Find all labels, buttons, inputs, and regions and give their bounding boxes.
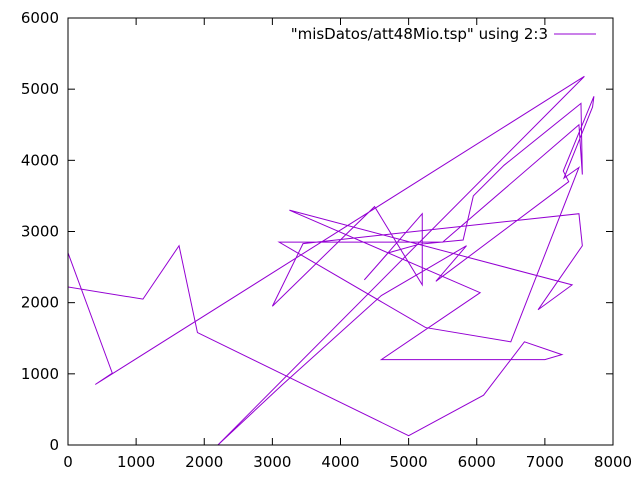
legend-label: "misDatos/att48Mio.tsp" using 2:3	[291, 25, 548, 43]
y-tick-label: 2000	[21, 294, 59, 312]
y-tick-label: 3000	[21, 223, 59, 241]
x-tick-label: 3000	[253, 453, 291, 471]
legend: "misDatos/att48Mio.tsp" using 2:3	[291, 25, 596, 43]
data-layer	[67, 75, 595, 446]
y-tick-label: 1000	[21, 365, 59, 383]
series-line	[67, 75, 595, 446]
plot-border	[67, 17, 614, 446]
x-tick-label: 6000	[458, 453, 496, 471]
tick-labels: 0 1000 2000 3000 4000 5000 6000 7000 8000 0 1000 20…	[21, 9, 632, 471]
y-tick-label: 6000	[21, 9, 59, 27]
axes-layer	[67, 17, 614, 446]
x-tick-label: 8000	[594, 453, 632, 471]
x-tick-label: 5000	[390, 453, 428, 471]
x-tick-label: 4000	[321, 453, 359, 471]
y-tick-label: 0	[49, 436, 59, 454]
x-tick-label: 0	[63, 453, 73, 471]
y-tick-label: 5000	[21, 80, 59, 98]
x-tick-label: 7000	[526, 453, 564, 471]
x-tick-label: 1000	[117, 453, 155, 471]
x-tick-label: 2000	[185, 453, 223, 471]
y-tick-label: 4000	[21, 151, 59, 169]
